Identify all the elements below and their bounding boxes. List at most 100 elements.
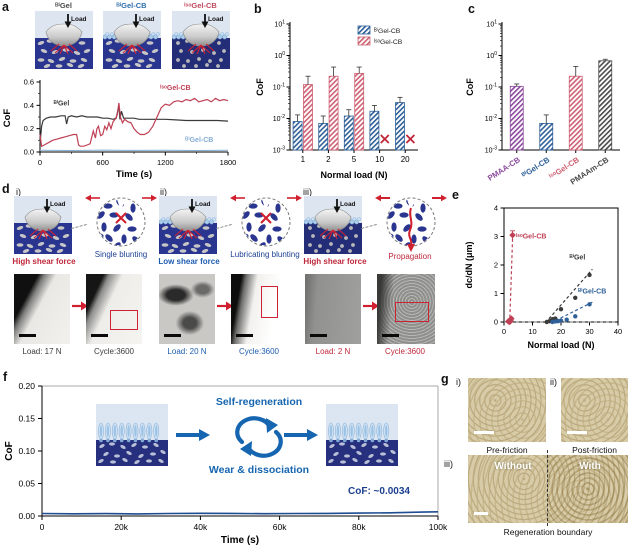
svg-text:20: 20 <box>557 327 565 336</box>
svg-text:Load: Load <box>139 16 155 23</box>
svg-text:ᴵˢᵒGel-CB: ᴵˢᵒGel-CB <box>374 39 403 46</box>
svg-text:Normal load (N): Normal load (N) <box>527 340 594 350</box>
svg-text:0.4: 0.4 <box>24 101 34 110</box>
without-label: Without <box>494 461 532 472</box>
gel-indentation-schematic: Load <box>103 11 161 69</box>
crack-inset-propagation <box>375 194 447 252</box>
cycle-caption: Cycle:3600 <box>238 347 280 356</box>
svg-text:10-3: 10-3 <box>485 146 497 155</box>
section-numeral: i) <box>456 377 461 387</box>
bar <box>303 84 313 151</box>
svg-text:40k: 40k <box>194 522 208 532</box>
legend-swatch <box>357 36 371 46</box>
panel-label-a: a <box>2 0 9 14</box>
long-term-cof-chart: 0.00 0.05 0.10 0.15 0.20 0 20k 40k 60k 80k 100k Tim… <box>4 381 448 546</box>
svg-text:CoF: CoF <box>465 78 475 96</box>
no-data-x-mark <box>405 134 416 144</box>
svg-text:Load: Load <box>50 201 66 208</box>
condition-label: High shear force <box>12 257 76 266</box>
series-line <box>41 511 439 515</box>
svg-text:0.6: 0.6 <box>24 78 34 87</box>
svg-text:10-1: 10-1 <box>273 83 285 92</box>
cycle-caption: Cycle:3600 <box>384 347 426 356</box>
bar <box>292 121 303 151</box>
load-caption: Load: 17 N <box>22 347 62 356</box>
cof-annotation: CoF: ~0.0034 <box>348 486 410 497</box>
post-friction-caption: Post-friction <box>572 445 617 455</box>
svg-text:0.0: 0.0 <box>24 148 34 157</box>
crack-inset-lubricating-blunting <box>230 194 302 247</box>
gel-indentation-schematic: Load <box>304 196 362 254</box>
arrow-right-icon <box>363 301 379 311</box>
with-label: With <box>579 461 601 472</box>
svg-text:101: 101 <box>486 20 497 29</box>
svg-text:Load: Load <box>208 16 224 23</box>
cycle-caption: Cycle:3600 <box>93 347 135 356</box>
bar <box>318 122 329 151</box>
svg-text:0.00: 0.00 <box>18 511 35 521</box>
svg-text:ᴮⁱGel-CB: ᴮⁱGel-CB <box>185 135 213 144</box>
svg-text:10: 10 <box>375 155 384 164</box>
cof-by-material-bar-chart: 10-310-210-1100101CoFPMAA-CBᴮⁱGel-CBᴵˢᵒG… <box>465 20 620 187</box>
panel-label-e: e <box>452 188 459 202</box>
svg-text:CoF: CoF <box>255 78 265 96</box>
bar <box>539 122 554 151</box>
svg-text:CoF: CoF <box>2 109 13 128</box>
svg-text:0.15: 0.15 <box>18 414 35 424</box>
panel-label-c: c <box>468 2 475 16</box>
svg-text:ᴮⁱGel-CB: ᴮⁱGel-CB <box>578 287 606 296</box>
crack-highlight-box <box>110 310 138 330</box>
svg-text:1: 1 <box>301 155 306 164</box>
gel-indentation-schematic: Load <box>14 196 72 254</box>
arrow-right-icon <box>72 301 88 311</box>
panel-label-f: f <box>3 370 8 384</box>
svg-text:20k: 20k <box>114 522 128 532</box>
svg-text:Load: Load <box>195 201 211 208</box>
micrograph-before <box>305 274 361 344</box>
svg-text:1: 1 <box>494 289 498 298</box>
panel-label-d: d <box>2 182 10 196</box>
crack-inset-single-blunting <box>85 194 157 247</box>
scale-bar <box>19 334 36 337</box>
svg-text:40: 40 <box>614 327 622 336</box>
svg-text:101: 101 <box>274 20 285 29</box>
scale-bar <box>164 334 181 337</box>
svg-text:60k: 60k <box>273 522 287 532</box>
mechanism-label: Single blunting <box>94 250 148 259</box>
series-line <box>39 105 229 144</box>
self-regeneration-label: Self-regeneration <box>215 396 303 408</box>
pre-friction-caption: Pre-friction <box>486 445 528 455</box>
micrograph-after <box>231 274 287 344</box>
svg-text:600: 600 <box>96 158 109 167</box>
condition-label: High shear force <box>303 257 367 266</box>
scale-bar <box>236 334 253 337</box>
bar <box>395 102 405 151</box>
mechanism-label: Lubricating blunting <box>230 250 300 259</box>
svg-text:4: 4 <box>494 204 498 213</box>
micrograph-regeneration-boundary <box>468 455 628 523</box>
svg-text:0.2: 0.2 <box>24 124 34 133</box>
micrograph-before <box>159 274 215 344</box>
regenerated-region <box>548 455 628 523</box>
section-numeral: i) <box>16 187 21 197</box>
svg-text:Load: Load <box>71 16 87 23</box>
no-data-x-mark <box>380 134 390 144</box>
cof-vs-time-chart: 0.0 0.2 0.4 0.6 0 600 1200 1800 Time (s) CoF ᴮⁱGel… <box>2 78 236 181</box>
crack-growth-scatter-chart: 0 10 20 30 40 0 1 2 3 4 Normal load (N) dc/dN (μm) ᴵ… <box>464 204 622 351</box>
gel-indentation-schematic: Load <box>172 11 230 69</box>
svg-text:100: 100 <box>274 51 285 60</box>
bar <box>568 75 583 151</box>
svg-text:20: 20 <box>401 155 410 164</box>
scatter-series <box>544 272 592 325</box>
svg-text:3: 3 <box>494 232 498 241</box>
brush-surface-schematic <box>326 404 398 466</box>
svg-text:10-2: 10-2 <box>485 114 497 123</box>
section-numeral: iii) <box>444 459 453 469</box>
svg-text:0: 0 <box>494 318 498 327</box>
svg-text:10-2: 10-2 <box>273 114 285 123</box>
svg-text:Time (s): Time (s) <box>221 535 259 546</box>
gel-indentation-schematic: Load <box>35 11 93 69</box>
svg-text:0.10: 0.10 <box>18 446 35 456</box>
schematic-label-bigel-cb: ᴮⁱGel-CB <box>116 1 147 10</box>
svg-text:CoF: CoF <box>4 441 15 460</box>
